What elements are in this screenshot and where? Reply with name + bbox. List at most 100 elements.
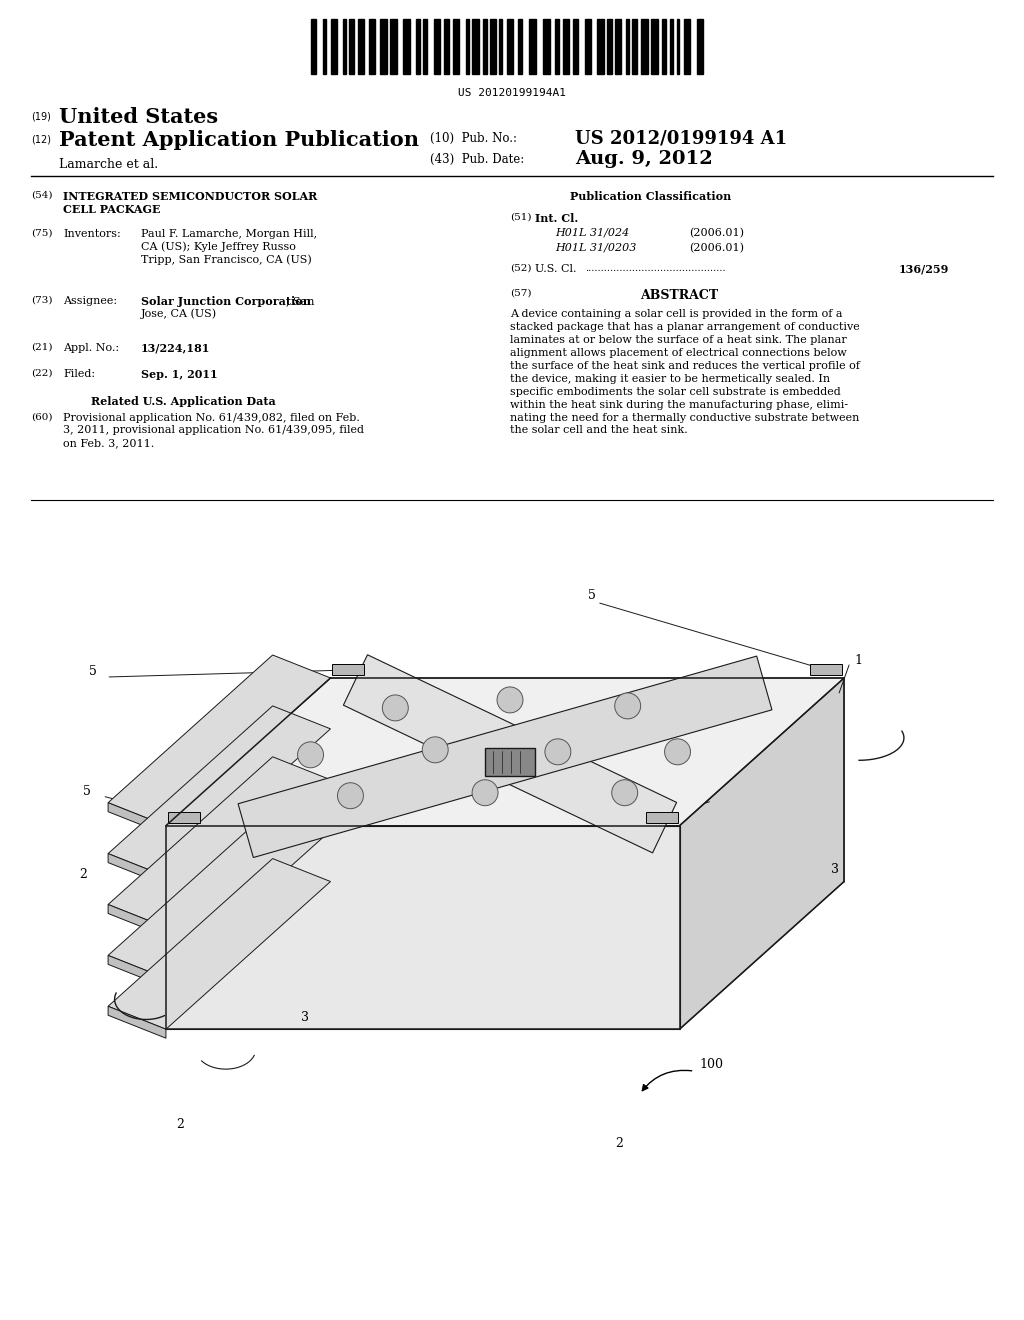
- Text: Assignee:: Assignee:: [63, 296, 118, 306]
- Bar: [683, 20, 690, 74]
- Text: Provisional application No. 61/439,082, filed on Feb.: Provisional application No. 61/439,082, …: [63, 413, 360, 422]
- Circle shape: [614, 693, 641, 719]
- Bar: [650, 20, 657, 74]
- Bar: [472, 20, 478, 74]
- Bar: [323, 20, 326, 74]
- Bar: [453, 20, 460, 74]
- Bar: [403, 20, 411, 74]
- Polygon shape: [239, 656, 772, 858]
- Text: 5: 5: [699, 791, 708, 804]
- Text: US 20120199194A1: US 20120199194A1: [458, 88, 566, 98]
- Circle shape: [497, 686, 523, 713]
- Text: 100: 100: [699, 1057, 724, 1071]
- Text: stacked package that has a planar arrangement of conductive: stacked package that has a planar arrang…: [510, 322, 860, 331]
- Text: H01L 31/0203: H01L 31/0203: [555, 243, 636, 253]
- Text: 4: 4: [617, 787, 626, 799]
- Text: alignment allows placement of electrical connections below: alignment allows placement of electrical…: [510, 347, 847, 358]
- Text: (43)  Pub. Date:: (43) Pub. Date:: [430, 153, 524, 166]
- Text: 2: 2: [79, 869, 87, 880]
- Text: Inventors:: Inventors:: [63, 228, 121, 239]
- Text: (54): (54): [32, 191, 53, 201]
- Bar: [518, 20, 522, 74]
- Text: Related U.S. Application Data: Related U.S. Application Data: [91, 396, 275, 407]
- Text: specific embodiments the solar cell substrate is embedded: specific embodiments the solar cell subs…: [510, 387, 841, 396]
- Polygon shape: [343, 655, 677, 853]
- Circle shape: [338, 783, 364, 809]
- Text: (12): (12): [32, 135, 51, 144]
- Text: Filed:: Filed:: [63, 368, 95, 379]
- Polygon shape: [109, 655, 331, 825]
- Text: (51): (51): [510, 213, 531, 222]
- Bar: [331, 20, 337, 74]
- Text: 5: 5: [588, 589, 596, 602]
- Bar: [543, 20, 550, 74]
- Polygon shape: [485, 748, 535, 776]
- Bar: [670, 20, 673, 74]
- Polygon shape: [109, 803, 166, 834]
- Bar: [810, 664, 842, 676]
- Text: 4: 4: [362, 808, 371, 821]
- Text: U.S. Cl.: U.S. Cl.: [535, 264, 577, 273]
- Circle shape: [422, 737, 449, 763]
- Text: nating the need for a thermally conductive substrate between: nating the need for a thermally conducti…: [510, 413, 859, 422]
- Bar: [499, 20, 502, 74]
- Text: Jose, CA (US): Jose, CA (US): [141, 309, 217, 319]
- Text: on Feb. 3, 2011.: on Feb. 3, 2011.: [63, 438, 155, 449]
- Text: the device, making it easier to be hermetically sealed. In: the device, making it easier to be herme…: [510, 374, 830, 384]
- Polygon shape: [166, 678, 844, 825]
- Text: (60): (60): [32, 413, 53, 421]
- Text: (2006.01): (2006.01): [689, 243, 744, 253]
- Bar: [444, 20, 449, 74]
- Polygon shape: [166, 825, 680, 1030]
- Text: 13/224,181: 13/224,181: [141, 343, 210, 354]
- Circle shape: [545, 739, 570, 764]
- Polygon shape: [109, 858, 331, 1030]
- Text: (22): (22): [32, 368, 53, 378]
- Bar: [349, 20, 354, 74]
- Bar: [615, 20, 621, 74]
- Bar: [333, 664, 365, 676]
- Text: Publication Classification: Publication Classification: [569, 191, 731, 202]
- Text: 1: 1: [854, 653, 862, 667]
- Text: 136/259: 136/259: [899, 264, 949, 275]
- Bar: [607, 20, 612, 74]
- Text: the solar cell and the heat sink.: the solar cell and the heat sink.: [510, 425, 688, 436]
- Bar: [563, 20, 568, 74]
- Text: Paul F. Lamarche, Morgan Hill,: Paul F. Lamarche, Morgan Hill,: [141, 228, 317, 239]
- Text: A device containing a solar cell is provided in the form of a: A device containing a solar cell is prov…: [510, 309, 843, 318]
- Text: Patent Application Publication: Patent Application Publication: [59, 131, 419, 150]
- Polygon shape: [109, 1006, 166, 1039]
- Polygon shape: [109, 756, 331, 928]
- Bar: [482, 20, 486, 74]
- Bar: [632, 20, 637, 74]
- Polygon shape: [109, 956, 166, 987]
- Polygon shape: [680, 678, 844, 1030]
- Polygon shape: [109, 808, 331, 978]
- Text: 5: 5: [83, 785, 91, 799]
- Text: Aug. 9, 2012: Aug. 9, 2012: [574, 150, 713, 168]
- Text: Lamarche et al.: Lamarche et al.: [59, 158, 159, 172]
- Text: Tripp, San Francisco, CA (US): Tripp, San Francisco, CA (US): [141, 255, 311, 265]
- Text: Int. Cl.: Int. Cl.: [535, 213, 579, 224]
- Text: (2006.01): (2006.01): [689, 228, 744, 238]
- Bar: [555, 20, 559, 74]
- Text: CELL PACKAGE: CELL PACKAGE: [63, 205, 161, 215]
- Bar: [662, 20, 666, 74]
- Bar: [572, 20, 579, 74]
- Bar: [310, 20, 316, 74]
- Polygon shape: [109, 854, 166, 886]
- Text: 3, 2011, provisional application No. 61/439,095, filed: 3, 2011, provisional application No. 61/…: [63, 425, 365, 436]
- Bar: [507, 20, 513, 74]
- Bar: [433, 20, 440, 74]
- Text: United States: United States: [59, 107, 218, 127]
- Bar: [343, 20, 346, 74]
- Text: ABSTRACT: ABSTRACT: [640, 289, 718, 302]
- Text: Solar Junction Corporation: Solar Junction Corporation: [141, 296, 311, 306]
- Bar: [380, 20, 387, 74]
- Text: (10)  Pub. No.:: (10) Pub. No.:: [430, 132, 517, 145]
- Bar: [697, 20, 702, 74]
- Bar: [466, 20, 469, 74]
- Text: 2: 2: [614, 1138, 623, 1151]
- Bar: [358, 20, 364, 74]
- Text: H01L 31/024: H01L 31/024: [555, 228, 629, 238]
